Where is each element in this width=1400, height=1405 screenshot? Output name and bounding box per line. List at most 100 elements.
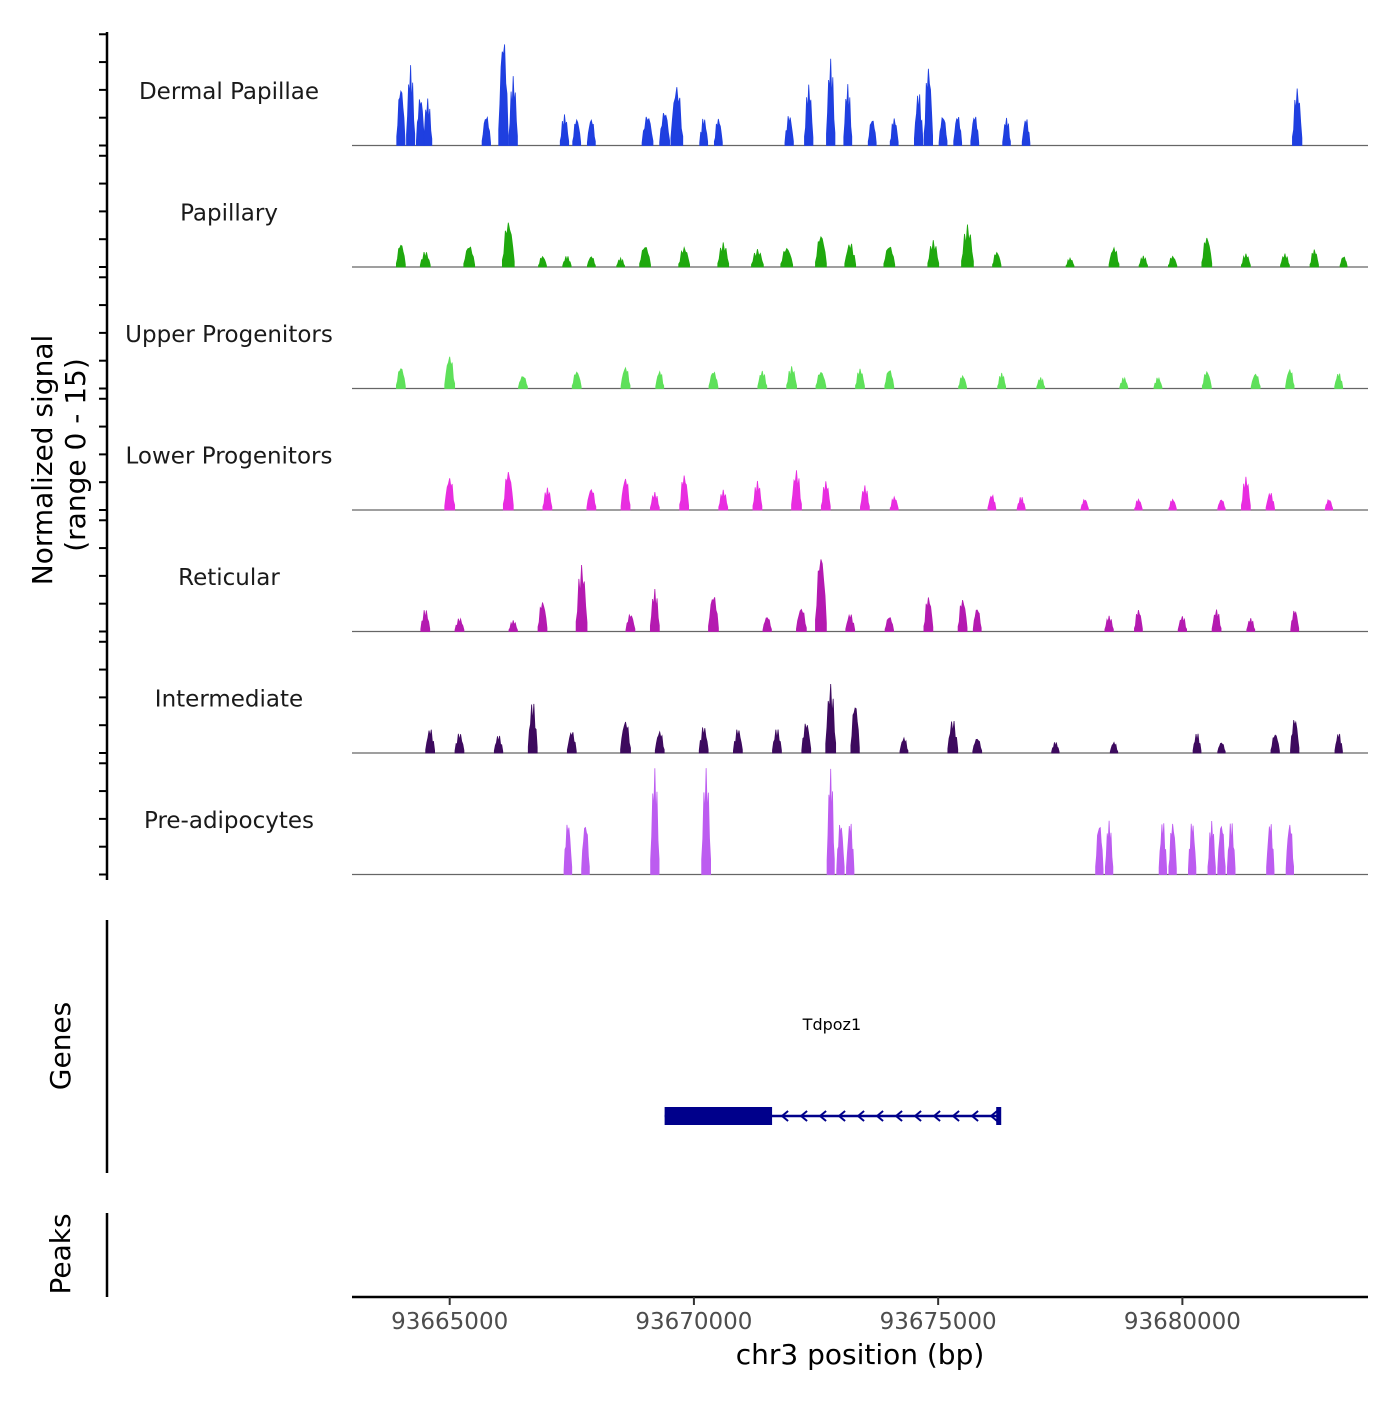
signal-peak xyxy=(1285,824,1294,875)
signal-peak xyxy=(1250,373,1261,389)
signal-peak xyxy=(708,371,719,389)
signal-peak xyxy=(616,256,626,268)
signal-peak xyxy=(826,58,836,146)
signal-peak xyxy=(1324,499,1334,511)
signal-peak xyxy=(855,368,865,389)
gene-track-label: Genes xyxy=(44,1002,77,1090)
strand-arrow-icon xyxy=(913,1110,922,1122)
signal-peak xyxy=(419,251,431,268)
signal-peak xyxy=(1188,823,1197,875)
signal-peak xyxy=(481,115,491,146)
signal-peak xyxy=(717,242,730,268)
track-lower-progenitors: Lower Progenitors xyxy=(126,444,1368,511)
signal-peak xyxy=(786,366,797,389)
signal-peak xyxy=(542,487,553,511)
signal-peak xyxy=(527,703,538,754)
signal-peak xyxy=(947,720,959,754)
strand-arrow-icon xyxy=(799,1110,808,1122)
signal-peak xyxy=(772,729,782,754)
signal-peak xyxy=(923,68,934,146)
signal-peak xyxy=(757,370,768,389)
signal-peak xyxy=(493,735,504,754)
signal-peak xyxy=(815,559,827,632)
signal-peak xyxy=(538,255,547,268)
signal-peak xyxy=(649,492,660,511)
signal-peak xyxy=(752,480,763,511)
track-upper-progenitors: Upper Progenitors xyxy=(125,322,1368,390)
x-tick-label: 93680000 xyxy=(1124,1309,1241,1335)
signal-peak xyxy=(1266,824,1275,875)
gene-exon xyxy=(664,1107,773,1125)
track-label: Intermediate xyxy=(155,687,303,713)
signal-peak xyxy=(679,475,690,511)
signal-peak xyxy=(733,729,743,754)
signal-peak xyxy=(884,617,894,632)
signal-peak xyxy=(1280,253,1290,268)
signal-peak xyxy=(650,768,660,875)
signal-peak xyxy=(1339,256,1348,268)
signal-peak xyxy=(1134,609,1143,632)
signal-peak xyxy=(406,65,416,146)
signal-peak xyxy=(957,599,968,632)
track-label: Reticular xyxy=(178,565,280,591)
signal-peak xyxy=(581,826,590,875)
signal-peak xyxy=(825,684,837,754)
strand-arrow-icon xyxy=(780,1110,789,1122)
signal-peak xyxy=(699,118,709,146)
signal-peak xyxy=(1290,720,1300,754)
signal-peak xyxy=(1265,492,1275,511)
track-label: Lower Progenitors xyxy=(126,444,333,470)
signal-peak xyxy=(958,374,967,389)
signal-peak xyxy=(1285,368,1295,389)
signal-peak xyxy=(844,243,857,268)
signal-peak xyxy=(791,470,802,511)
signal-peak xyxy=(801,723,812,754)
signal-peak xyxy=(1167,255,1178,268)
signal-peak xyxy=(780,247,794,268)
signal-peak xyxy=(463,246,476,268)
signal-peak xyxy=(1201,370,1212,389)
signal-peak xyxy=(1119,376,1129,389)
x-axis-title: chr3 position (bp) xyxy=(736,1338,985,1371)
signal-peak xyxy=(423,98,433,146)
signal-peak xyxy=(1095,826,1104,875)
signal-peak xyxy=(444,478,456,511)
signal-peak xyxy=(845,613,856,632)
signal-peak xyxy=(649,588,660,632)
y-axis-subtitle: (range 0 - 15) xyxy=(59,358,92,552)
signal-peak xyxy=(1207,820,1216,875)
signal-peak xyxy=(1292,88,1303,146)
signal-tracks: Dermal Papillae Papillary Upper Progenitor… xyxy=(125,44,1368,876)
signal-peak xyxy=(559,114,570,146)
track-dermal-papillae: Dermal Papillae xyxy=(139,44,1368,147)
signal-peak xyxy=(997,372,1007,389)
signal-peak xyxy=(1134,498,1143,511)
signal-peak xyxy=(562,256,572,268)
signal-peak xyxy=(502,471,514,511)
signal-peak xyxy=(425,729,436,754)
signal-peak xyxy=(718,489,729,511)
signal-peak xyxy=(396,90,406,146)
track-pre-adipocytes: Pre-adipocytes xyxy=(144,768,1368,876)
strand-arrow-icon xyxy=(894,1110,903,1122)
signal-peak xyxy=(850,707,860,754)
signal-peak xyxy=(713,118,723,146)
signal-peak xyxy=(1016,497,1026,511)
signal-peak xyxy=(1080,498,1089,511)
signal-peak xyxy=(1309,249,1319,268)
signal-peak xyxy=(751,249,764,268)
signal-peak xyxy=(1065,257,1075,268)
signal-peak xyxy=(883,246,896,268)
signal-peak xyxy=(625,613,636,632)
signal-peak xyxy=(961,224,974,268)
signal-peak xyxy=(620,721,631,754)
signal-peak xyxy=(1177,616,1188,632)
y-axis-title: Normalized signal xyxy=(26,335,59,586)
signal-peak xyxy=(804,84,814,146)
signal-peak xyxy=(884,370,895,389)
signal-peak xyxy=(1021,119,1031,146)
signal-peak xyxy=(889,118,899,146)
signal-peak xyxy=(889,495,899,511)
signal-peak xyxy=(566,732,577,754)
